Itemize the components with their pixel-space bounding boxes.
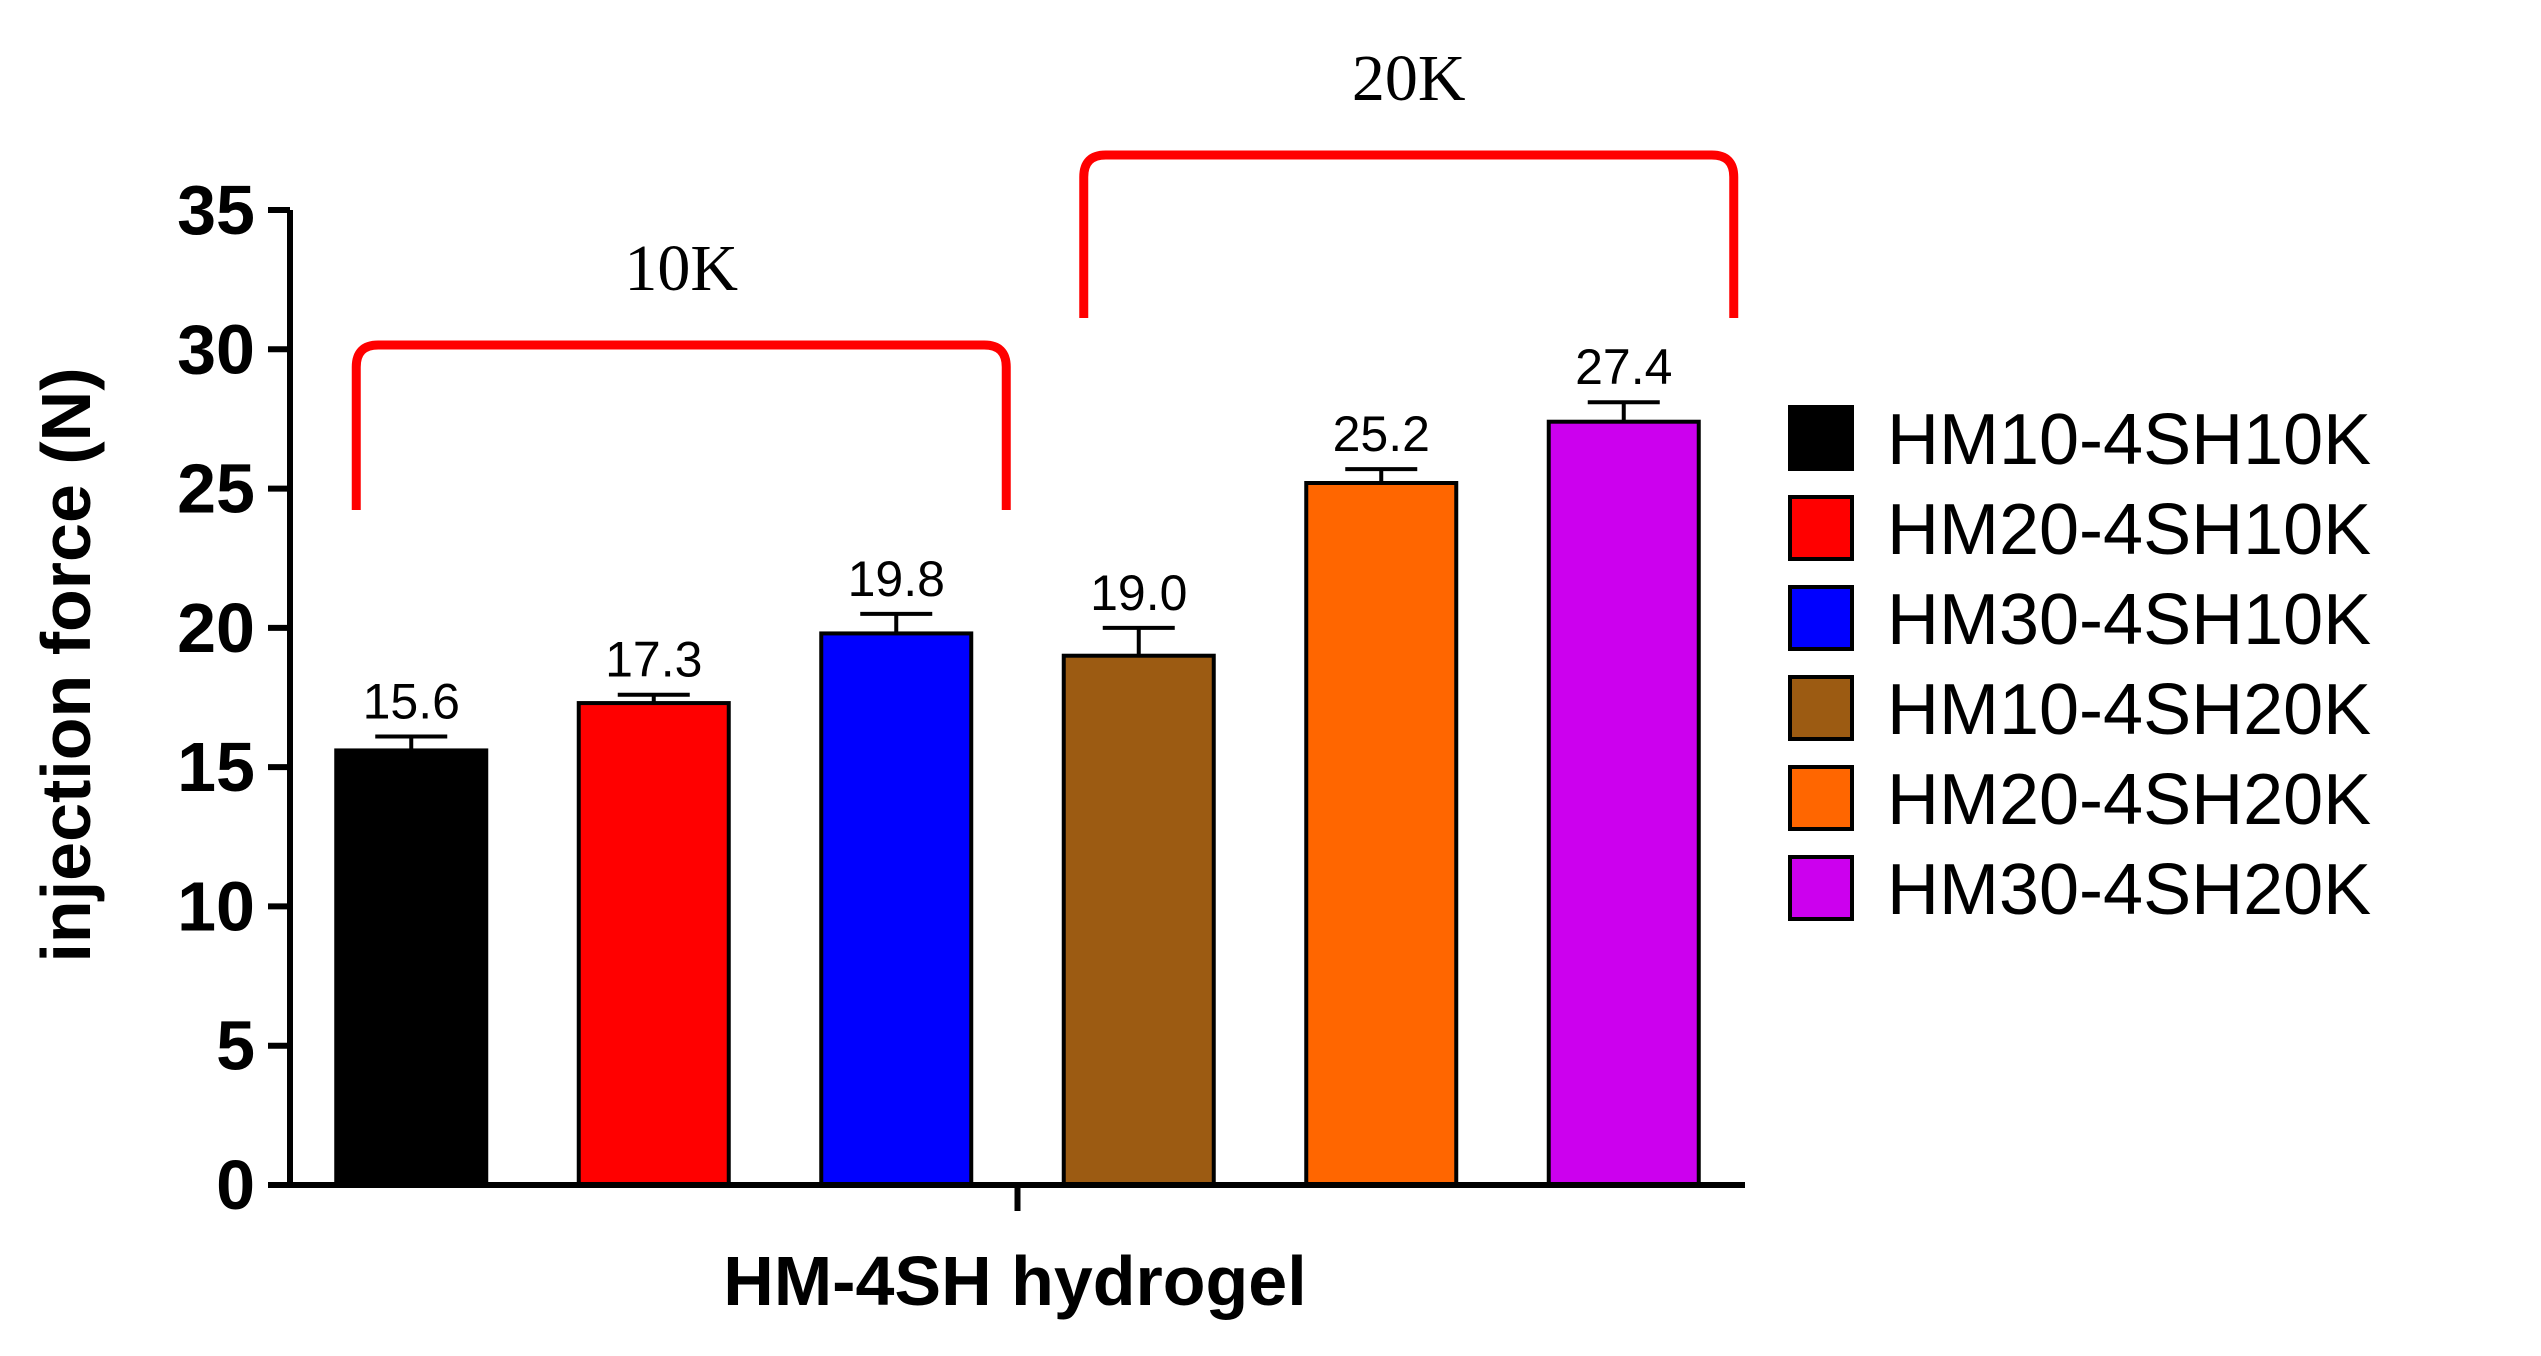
legend-swatch <box>1788 405 1854 471</box>
bracket-line <box>1079 150 1739 318</box>
bar-hm10-4sh20k <box>1061 653 1216 1187</box>
y-tick-label: 10 <box>177 867 255 945</box>
y-tick-label: 30 <box>177 310 255 388</box>
x-axis-title: HM-4SH hydrogel <box>723 1242 1306 1320</box>
data-labels: 15.6 17.3 19.8 19.0 25.2 27.4 <box>363 339 1673 729</box>
error-bars <box>375 400 1660 751</box>
legend-swatch <box>1788 765 1854 831</box>
legend-item: HM10-4SH20K <box>1788 670 2371 750</box>
legend-label: HM10-4SH20K <box>1887 670 2371 750</box>
legend: HM10-4SH10K HM20-4SH10K HM30-4SH10K HM10-4S… <box>1788 400 2371 930</box>
legend-item: HM10-4SH10K <box>1788 400 2371 480</box>
y-tick-label: 15 <box>177 728 255 806</box>
legend-item: HM20-4SH20K <box>1788 760 2371 840</box>
legend-swatch <box>1788 675 1854 741</box>
data-label: 19.8 <box>848 551 945 607</box>
bar-hm10-4sh10k <box>334 748 489 1188</box>
legend-item: HM20-4SH10K <box>1788 490 2371 570</box>
error-bar <box>1345 467 1418 483</box>
legend-label: HM10-4SH10K <box>1887 400 2371 480</box>
y-tick-label: 25 <box>177 450 255 528</box>
y-tick-label: 5 <box>216 1007 255 1085</box>
legend-item: HM30-4SH20K <box>1788 850 2371 930</box>
group-bracket: 10K <box>351 232 1011 510</box>
bar-hm30-4sh20k <box>1546 419 1701 1187</box>
legend-label: HM20-4SH10K <box>1887 490 2371 570</box>
bar-hm20-4sh20k <box>1304 481 1459 1187</box>
axes: 0 5 10 15 20 25 30 35 <box>177 171 1745 1224</box>
error-bar <box>617 692 690 704</box>
error-bar <box>860 611 933 634</box>
legend-label: HM20-4SH20K <box>1887 760 2371 840</box>
bracket-line <box>351 340 1011 510</box>
group-brackets: 10K 20K <box>351 42 1739 510</box>
legend-label: HM30-4SH20K <box>1887 850 2371 930</box>
bars <box>334 419 1701 1188</box>
data-label: 25.2 <box>1333 406 1430 462</box>
legend-swatch <box>1788 855 1854 921</box>
error-bar <box>375 734 448 751</box>
legend-label: HM30-4SH10K <box>1887 580 2371 660</box>
y-tick-label: 20 <box>177 589 255 667</box>
data-label: 27.4 <box>1575 339 1672 395</box>
legend-item: HM30-4SH10K <box>1788 580 2371 660</box>
bracket-label: 10K <box>624 232 738 305</box>
bar-hm30-4sh10k <box>819 631 974 1187</box>
legend-swatch <box>1788 585 1854 651</box>
data-label: 19.0 <box>1090 565 1187 621</box>
error-bar <box>1102 625 1175 656</box>
group-bracket: 20K <box>1079 42 1739 318</box>
y-tick-label: 0 <box>216 1146 255 1224</box>
data-label: 15.6 <box>363 674 460 730</box>
y-axis-title: injection force (N) <box>27 367 105 962</box>
bar-hm20-4sh10k <box>576 701 731 1187</box>
error-bar <box>1587 400 1660 422</box>
bracket-label: 20K <box>1352 42 1466 115</box>
y-tick-label: 35 <box>177 171 255 249</box>
data-label: 17.3 <box>605 632 702 688</box>
legend-swatch <box>1788 495 1854 561</box>
